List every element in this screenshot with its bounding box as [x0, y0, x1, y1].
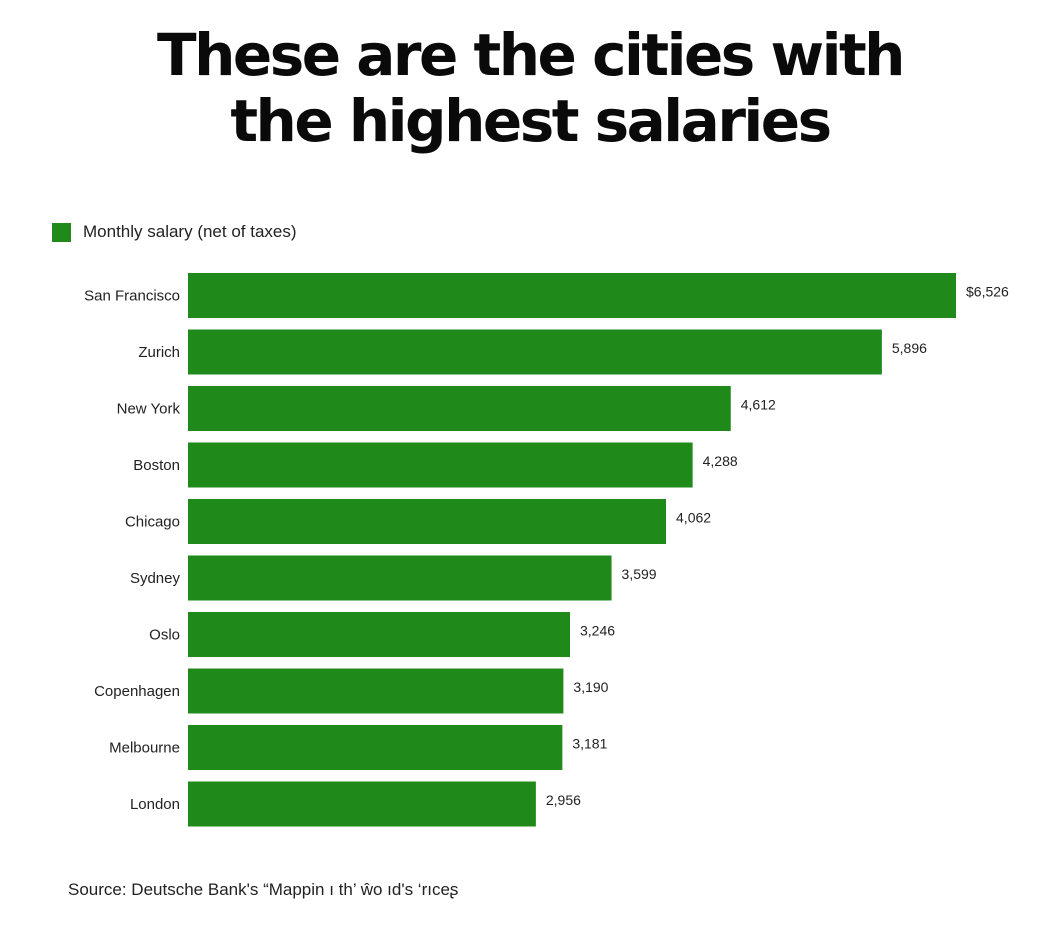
category-label: Chicago [125, 514, 180, 531]
value-label: $6,526 [966, 284, 1009, 300]
category-label: Sydney [130, 570, 181, 587]
value-label: 4,062 [676, 510, 711, 526]
value-label: 3,190 [573, 679, 608, 695]
bar-oslo [188, 612, 570, 657]
bar-sydney [188, 555, 612, 601]
bar-new-york [188, 386, 731, 431]
legend-label: Monthly salary (net of taxes) [83, 222, 297, 241]
category-label: Melbourne [109, 740, 180, 757]
bar-san-francisco [188, 273, 956, 318]
category-label: Oslo [149, 627, 180, 644]
bar-boston [188, 442, 693, 488]
category-label: London [130, 796, 180, 813]
bar-copenhagen [188, 668, 564, 714]
category-label: San Francisco [84, 288, 180, 305]
category-label: Zurich [138, 344, 180, 361]
value-label: 3,599 [622, 566, 657, 582]
title-line-2: the highest salaries [230, 87, 832, 155]
chart-title: These are the cities with the highest sa… [0, 22, 1060, 154]
value-label: 4,288 [703, 453, 738, 469]
legend: Monthly salary (net of taxes) [52, 222, 297, 242]
category-label: New York [117, 401, 181, 418]
bar-melbourne [188, 725, 563, 770]
value-label: 4,612 [741, 397, 776, 413]
source-note: Source: Deutsche Bank's “Mappin ı th’ ŵo… [68, 880, 459, 899]
category-label: Copenhagen [94, 683, 180, 700]
bar-zurich [188, 329, 882, 375]
title-line-1: These are the cities with [157, 21, 905, 89]
legend-swatch [52, 222, 71, 242]
bar-london [188, 781, 536, 827]
value-label: 2,956 [546, 792, 581, 808]
value-label: 3,246 [580, 623, 615, 639]
value-label: 3,181 [572, 736, 607, 752]
category-label: Boston [133, 457, 180, 474]
value-label: 5,896 [892, 340, 927, 356]
bar-chicago [188, 499, 667, 544]
